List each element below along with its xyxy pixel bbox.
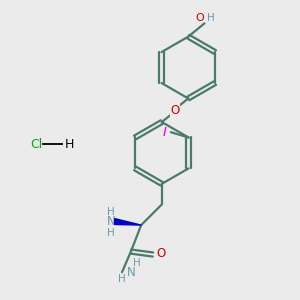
Text: O: O	[196, 14, 205, 23]
Polygon shape	[115, 219, 141, 225]
Text: H: H	[64, 138, 74, 151]
Text: N: N	[126, 266, 135, 279]
Text: H: H	[207, 13, 214, 23]
Text: H: H	[107, 207, 115, 217]
Text: I: I	[163, 126, 167, 139]
Text: O: O	[170, 104, 180, 117]
Text: Cl: Cl	[30, 138, 43, 151]
Text: H: H	[133, 258, 141, 268]
Text: H: H	[107, 228, 115, 238]
Text: O: O	[156, 248, 165, 260]
Text: N: N	[107, 215, 116, 228]
Text: H: H	[118, 274, 126, 284]
